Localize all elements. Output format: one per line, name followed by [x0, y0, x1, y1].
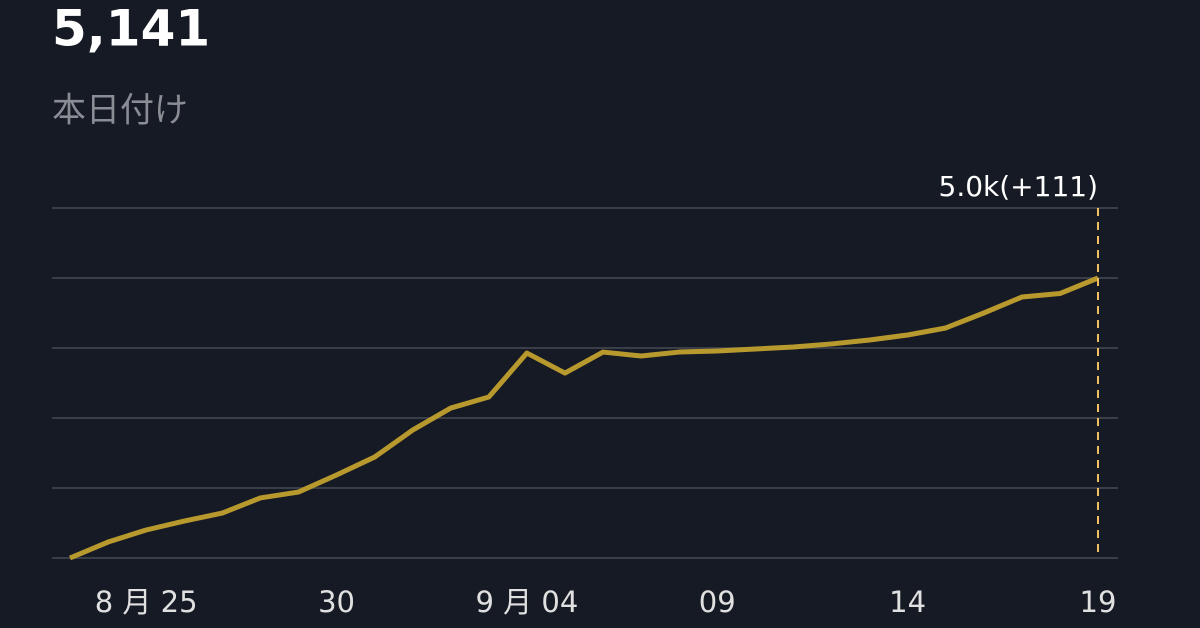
- x-tick-label: 9 月 04: [475, 585, 578, 619]
- x-tick-label: 14: [889, 585, 926, 619]
- subtitle: 本日付け: [52, 91, 188, 131]
- x-tick-label: 19: [1080, 585, 1117, 619]
- x-tick-label: 8 月 25: [95, 585, 198, 619]
- headline: 5,141: [52, 0, 210, 58]
- annotation: 5.0k(+111): [939, 170, 1099, 203]
- data-line: [69, 275, 1099, 561]
- x-tick-label: 09: [699, 585, 736, 619]
- x-tick-label: 30: [318, 585, 355, 619]
